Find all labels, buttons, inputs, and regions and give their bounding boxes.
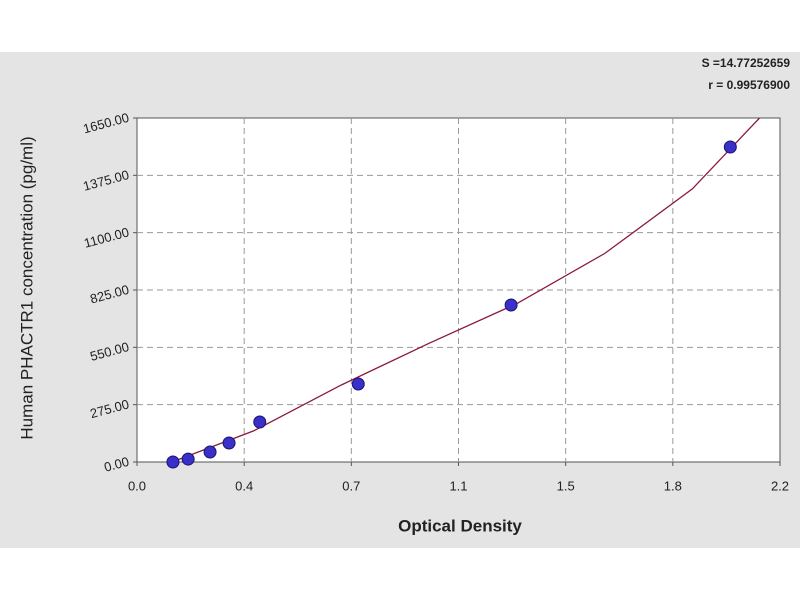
data-point	[723, 140, 737, 154]
data-point	[504, 298, 518, 312]
fit-curve	[171, 118, 761, 462]
x-tick-label: 1.1	[449, 478, 467, 493]
data-point	[181, 452, 195, 466]
x-tick-label: 0.7	[342, 478, 360, 493]
data-point	[253, 415, 267, 429]
x-tick-label: 0.4	[235, 478, 253, 493]
x-tick-label: 1.5	[557, 478, 575, 493]
annotation: r = 0.99576900	[708, 78, 790, 92]
x-tick-label: 0.0	[128, 478, 146, 493]
x-tick-label: 1.8	[664, 478, 682, 493]
x-tick-label: 2.2	[771, 478, 789, 493]
data-point	[203, 445, 217, 459]
data-point	[222, 436, 236, 450]
data-point	[166, 455, 180, 469]
x-axis-title: Optical Density	[398, 516, 522, 535]
annotation: S =14.77252659	[702, 56, 791, 70]
y-axis-title: Human PHACTR1 concentration (pg/ml)	[17, 136, 36, 439]
y-tick-label: 0.00	[102, 454, 130, 475]
data-point	[351, 377, 365, 391]
